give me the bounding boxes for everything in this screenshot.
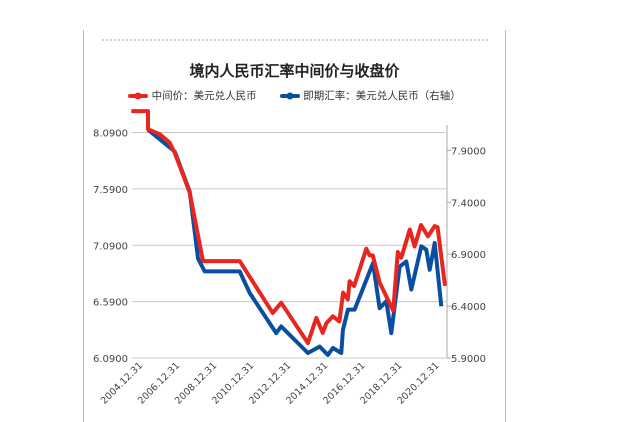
frame-left-border	[83, 30, 84, 422]
series-line-central-parity	[131, 109, 447, 345]
right-tick-label: 6.9000	[451, 250, 486, 261]
legend-item-mid: 中间价：美元兑人民币	[128, 90, 257, 102]
left-tick-label: 6.0900	[93, 354, 128, 365]
right-tick-label: 7.9000	[451, 146, 486, 157]
legend-swatch-blue	[279, 92, 300, 100]
left-tick-label: 7.0900	[93, 241, 128, 252]
legend-label-spot: 即期汇率：美元兑人民币（右轴）	[303, 90, 461, 102]
legend: 中间价：美元兑人民币 即期汇率：美元兑人民币（右轴）	[84, 88, 505, 103]
left-tick-label: 6.5900	[93, 298, 128, 309]
left-tick-label: 8.0900	[93, 129, 128, 140]
left-tick-label: 7.5900	[93, 185, 128, 196]
right-tick-label: 6.4000	[451, 302, 486, 313]
dotted-divider	[102, 39, 488, 44]
frame-right-border	[505, 30, 506, 422]
series-line-spot-rate	[146, 128, 444, 357]
right-tick-label: 5.9000	[451, 354, 486, 365]
chart-title: 境内人民币汇率中间价与收盘价	[189, 62, 400, 80]
legend-item-spot: 即期汇率：美元兑人民币（右轴）	[279, 90, 461, 102]
legend-label-mid: 中间价：美元兑人民币	[151, 90, 257, 102]
legend-swatch-red	[128, 92, 149, 100]
right-tick-label: 7.4000	[451, 198, 486, 209]
